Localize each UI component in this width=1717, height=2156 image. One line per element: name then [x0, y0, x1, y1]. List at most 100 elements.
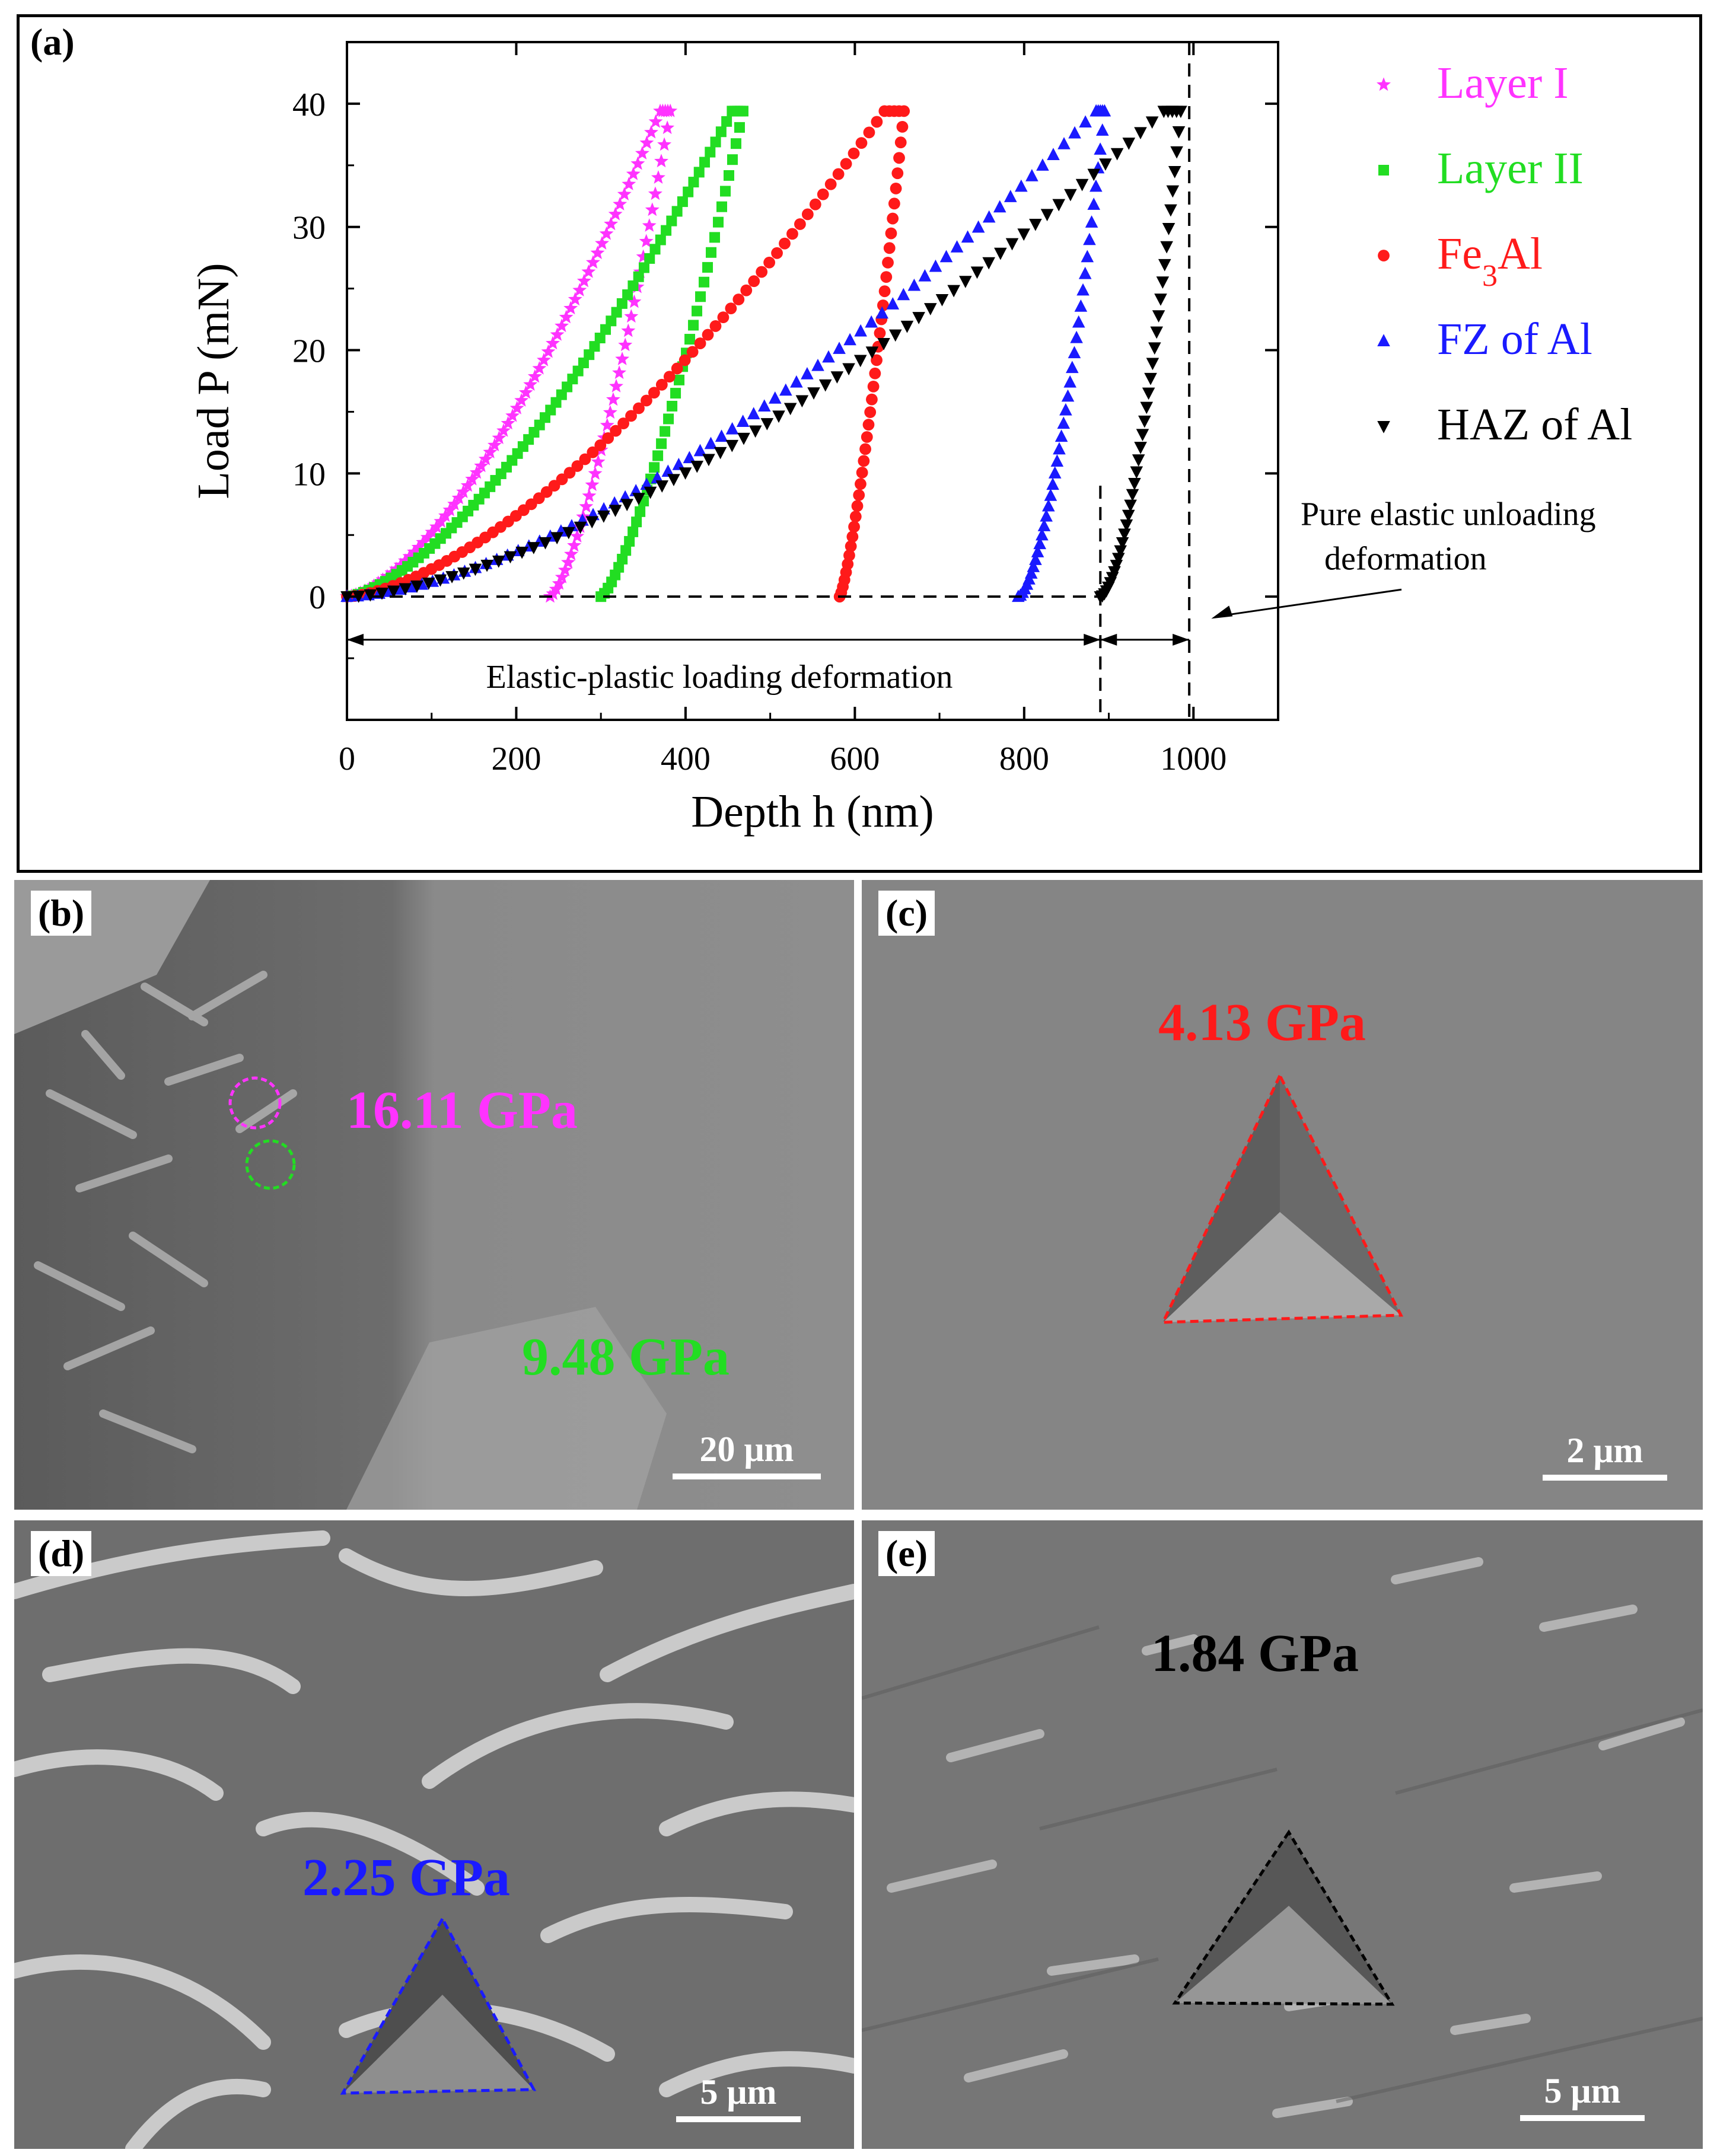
data-point — [582, 488, 597, 502]
data-point — [817, 188, 829, 200]
data-point — [845, 540, 857, 553]
panel-label-e: (e) — [878, 1531, 935, 1576]
data-point — [627, 280, 639, 291]
data-point — [1090, 179, 1103, 192]
data-point — [1076, 283, 1090, 296]
data-point — [613, 197, 627, 211]
data-point — [514, 393, 529, 407]
scale-bar-d: 5 μm — [676, 2072, 801, 2122]
y-axis-label: Load P (mN) — [189, 263, 238, 499]
data-point — [779, 383, 792, 396]
data-point — [1074, 299, 1088, 312]
y-tick-label-30: 30 — [292, 210, 326, 247]
data-point — [1144, 372, 1157, 385]
legend-marker-4 — [1377, 421, 1390, 433]
data-point — [1036, 528, 1049, 541]
data-point — [434, 514, 448, 528]
data-point — [537, 352, 551, 366]
data-point — [416, 535, 431, 549]
data-point — [1114, 545, 1127, 558]
data-point — [572, 365, 584, 377]
data-point — [608, 206, 623, 221]
hardness-label-e: 1.84 GPa — [1151, 1624, 1359, 1683]
data-point — [716, 201, 727, 212]
data-point — [1079, 115, 1092, 128]
data-point — [849, 511, 862, 523]
data-point — [1138, 415, 1151, 428]
data-point — [725, 439, 739, 452]
data-point — [1005, 238, 1019, 251]
data-point — [447, 496, 461, 511]
data-point — [648, 186, 662, 200]
data-point — [923, 303, 937, 315]
data-point — [864, 406, 877, 418]
data-point — [645, 202, 660, 216]
data-point — [882, 256, 894, 269]
indent-outline-e — [1172, 1829, 1395, 2006]
data-point — [651, 471, 664, 484]
data-point — [686, 346, 699, 358]
annotation-elastic-plastic: Elastic-plastic loading deformation — [486, 659, 953, 696]
data-point — [527, 542, 540, 554]
data-point — [730, 138, 741, 149]
data-point — [579, 453, 591, 465]
data-point — [1170, 146, 1183, 159]
data-point — [894, 136, 907, 149]
data-point — [555, 318, 569, 333]
data-point — [888, 329, 902, 342]
data-point — [1066, 361, 1079, 374]
data-point — [655, 378, 668, 391]
data-point — [843, 333, 856, 346]
legend-label-0: Layer I — [1437, 58, 1569, 108]
data-point — [713, 446, 727, 460]
data-point — [863, 126, 875, 139]
x-tick-label-600: 600 — [830, 741, 880, 777]
data-point — [617, 417, 630, 429]
data-point — [871, 354, 883, 366]
data-point — [715, 429, 728, 442]
hardness-label-layer-ii: 9.48 GPa — [522, 1328, 730, 1386]
data-point — [567, 538, 582, 552]
data-point — [1068, 346, 1081, 359]
data-point — [627, 526, 639, 537]
data-point — [574, 521, 587, 534]
data-point — [559, 310, 574, 324]
legend-label-2: Fe3Al — [1437, 229, 1543, 293]
data-point — [1099, 158, 1112, 171]
data-point — [1095, 123, 1109, 136]
data-point — [655, 234, 666, 245]
data-point — [587, 446, 599, 458]
data-point — [442, 502, 457, 516]
hardness-label-c: 4.13 GPa — [1158, 993, 1366, 1052]
data-point — [1087, 197, 1101, 210]
data-point — [1162, 223, 1176, 235]
data-point — [867, 380, 880, 393]
x-tick-label-800: 800 — [999, 741, 1049, 777]
data-point — [422, 578, 435, 590]
data-point — [622, 177, 636, 190]
x-axis-label: Depth h (nm) — [691, 787, 934, 837]
data-point — [666, 215, 677, 227]
data-point — [585, 255, 600, 269]
data-point — [617, 187, 632, 200]
data-point — [1033, 537, 1047, 550]
data-point — [1052, 199, 1066, 212]
data-point — [822, 350, 835, 363]
data-point — [492, 430, 507, 444]
data-point — [704, 436, 718, 449]
data-point — [971, 220, 985, 233]
data-point — [1068, 126, 1081, 139]
data-point — [1154, 294, 1167, 306]
data-point — [727, 154, 738, 165]
data-point — [717, 311, 730, 324]
data-point — [660, 426, 671, 437]
data-point — [830, 371, 844, 384]
data-point — [1036, 158, 1049, 171]
data-point — [888, 197, 900, 210]
data-point — [725, 422, 739, 435]
data-point — [564, 547, 578, 560]
data-point — [604, 216, 619, 231]
data-point — [1072, 315, 1085, 328]
data-point — [663, 103, 678, 117]
data-point — [939, 250, 953, 263]
